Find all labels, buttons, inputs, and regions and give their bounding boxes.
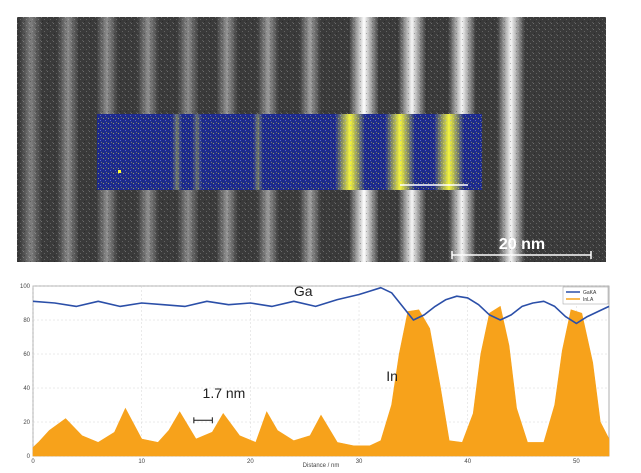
y-tick-label: 40 (23, 386, 30, 392)
y-tick-label: 0 (27, 454, 31, 460)
x-axis-ticks: 0 10 20 30 40 50 (31, 459, 580, 465)
distance-marker (193, 417, 213, 424)
annotation-label: In (386, 368, 398, 384)
y-tick-label: 20 (23, 420, 30, 426)
indium-map-noise (97, 114, 482, 190)
legend-label-gaka: GaKA (583, 290, 597, 296)
legend-label-inla: InLA (583, 297, 594, 303)
y-tick-label: 80 (23, 318, 30, 324)
scale-bar-label: 20 nm (499, 236, 545, 253)
indium-map-overlay (97, 114, 482, 190)
x-tick-label: 40 (464, 459, 471, 465)
map-marker (118, 170, 121, 173)
x-tick-label: 30 (356, 459, 363, 465)
annotations: Ga In 1.7 nm (203, 283, 398, 401)
x-axis-label: Distance / nm (303, 463, 340, 469)
series-gaka-line (32, 286, 610, 325)
x-tick-label: 10 (138, 459, 145, 465)
y-tick-label: 100 (20, 284, 31, 290)
y-axis-ticks: 0 20 40 60 80 100 (20, 284, 31, 460)
x-tick-label: 20 (247, 459, 254, 465)
x-tick-label: 0 (31, 459, 35, 465)
stem-image: 20 nm (17, 17, 606, 262)
x-tick-label: 50 (573, 459, 580, 465)
scale-bar: 20 nm (451, 236, 592, 259)
linescan-chart: 0 20 40 60 80 100 0 10 20 30 40 50 Distance / nm G… (20, 283, 610, 469)
annotation-label: 1.7 nm (203, 385, 246, 401)
gallium-line-layer (32, 286, 610, 325)
legend: GaKA InLA (562, 286, 609, 305)
series-inla-area (32, 305, 610, 457)
y-tick-label: 60 (23, 352, 30, 358)
indium-area-layer (32, 305, 610, 457)
annotation-label: Ga (294, 283, 313, 299)
